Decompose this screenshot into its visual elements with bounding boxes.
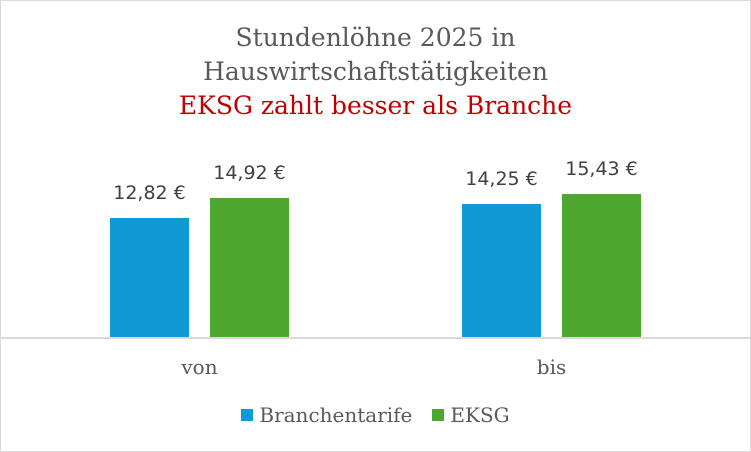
chart-subtitle: EKSG zahlt besser als Branche bbox=[178, 91, 573, 120]
data-label: 14,25 € bbox=[465, 168, 538, 191]
bar-eksg-von bbox=[210, 198, 289, 337]
legend-item-eksg: EKSG bbox=[432, 403, 510, 427]
category-label: von bbox=[181, 355, 218, 379]
legend-label: EKSG bbox=[450, 403, 510, 427]
data-label: 12,82 € bbox=[113, 181, 186, 204]
bar-eksg-bis bbox=[562, 193, 641, 337]
chart-title-line2: Hauswirtschaftstätigkeiten bbox=[203, 57, 548, 86]
legend-swatch-blue bbox=[241, 409, 254, 421]
legend-swatch-green bbox=[432, 409, 445, 421]
legend-item-branchentarife: Branchentarife bbox=[241, 403, 412, 427]
bar-branchentarife-von bbox=[110, 217, 189, 337]
legend-label: Branchentarife bbox=[259, 403, 413, 427]
category-label: bis bbox=[536, 355, 567, 379]
data-label: 15,43 € bbox=[565, 157, 638, 180]
bar-branchentarife-bis bbox=[462, 204, 541, 337]
legend: Branchentarife EKSG bbox=[0, 403, 751, 427]
data-label: 14,92 € bbox=[213, 162, 286, 185]
chart-title-line1: Stundenlöhne 2025 in bbox=[235, 23, 516, 52]
x-axis-line bbox=[0, 337, 751, 339]
